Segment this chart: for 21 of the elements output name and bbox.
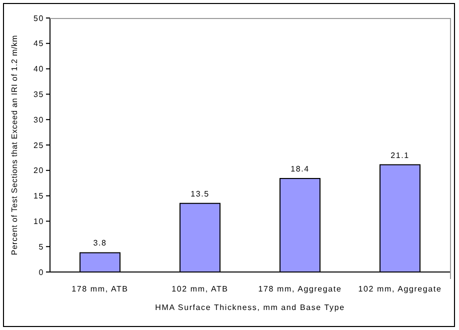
- x-tick-label: 102 mm, Aggregate: [358, 284, 442, 294]
- y-tick-label: 45: [34, 39, 44, 48]
- x-tick-label: 102 mm, ATB: [172, 284, 228, 294]
- y-tick-label: 30: [34, 115, 44, 124]
- y-axis-title: Percent of Test Sections that Exceed an IRI of 1.2 m/km: [10, 34, 19, 256]
- x-axis-title: HMA Surface Thickness, mm and Base Type: [155, 303, 345, 312]
- data-label: 21.1: [390, 150, 410, 160]
- y-tick-label: 0: [38, 268, 44, 277]
- y-tick-label: 25: [34, 140, 44, 150]
- y-tick-label: 15: [34, 192, 44, 201]
- y-tick-label: 35: [34, 90, 44, 100]
- y-tick-label: 50: [34, 14, 44, 23]
- y-tick-label: 20: [34, 166, 44, 176]
- data-label: 13.5: [190, 189, 210, 198]
- y-tick-label: 5: [38, 242, 44, 252]
- y-tick-label: 40: [34, 64, 44, 74]
- data-label: 18.4: [290, 164, 310, 174]
- x-tick-label: 178 mm, Aggregate: [258, 284, 342, 294]
- x-tick-label: 178 mm, ATB: [72, 284, 128, 294]
- y-tick-label: 10: [34, 217, 44, 226]
- data-label: 3.8: [93, 238, 107, 248]
